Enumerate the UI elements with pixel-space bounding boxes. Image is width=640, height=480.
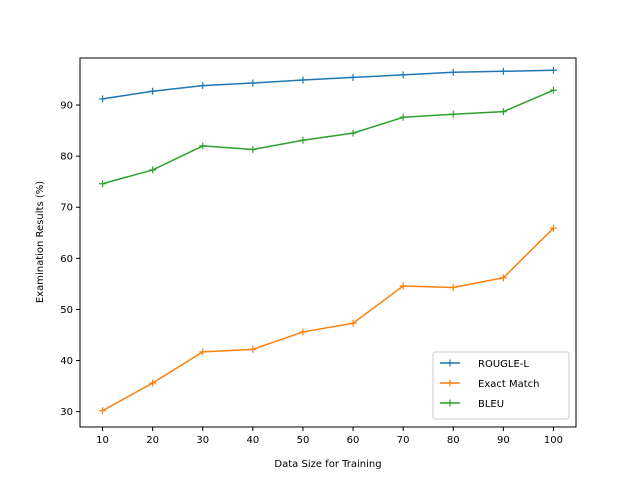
data-point-marker xyxy=(299,328,307,336)
data-point-marker xyxy=(349,73,357,81)
legend-entry: BLEU xyxy=(440,399,504,410)
x-tick-label: 50 xyxy=(297,435,310,446)
data-point-marker xyxy=(399,113,407,121)
series-line xyxy=(102,69,554,100)
x-tick-label: 60 xyxy=(347,435,360,446)
data-point-marker xyxy=(99,407,107,415)
data-point-marker xyxy=(299,76,307,84)
data-point-marker xyxy=(399,71,407,79)
x-axis-label: Data Size for Training xyxy=(274,459,381,470)
x-tick-label: 40 xyxy=(246,435,259,446)
series-exact-match xyxy=(99,224,557,415)
x-tick-label: 90 xyxy=(497,435,510,446)
series-line xyxy=(102,89,554,185)
y-tick-label: 40 xyxy=(60,356,73,367)
legend-marker xyxy=(446,399,454,407)
x-tick-label: 20 xyxy=(146,435,159,446)
data-point-marker xyxy=(299,136,307,144)
data-point-marker xyxy=(199,142,207,150)
data-point-marker xyxy=(249,345,257,353)
data-point-marker xyxy=(449,283,457,291)
data-point-marker xyxy=(149,87,157,95)
y-axis-ticks: 30 40 50 60 70 80 90 xyxy=(60,101,80,418)
data-point-marker xyxy=(549,86,557,94)
data-point-marker xyxy=(149,166,157,174)
series-bleu xyxy=(99,86,557,188)
x-tick-label: 80 xyxy=(447,435,460,446)
x-tick-label: 70 xyxy=(397,435,410,446)
legend-marker xyxy=(446,359,454,367)
legend-label: BLEU xyxy=(478,399,504,410)
data-point-marker xyxy=(249,79,257,87)
legend-label: Exact Match xyxy=(478,379,539,390)
data-point-marker xyxy=(349,129,357,137)
legend-entry: ROUGLE-L xyxy=(440,359,529,370)
plot-frame xyxy=(79,57,577,428)
legend-marker xyxy=(446,379,454,387)
legend: ROUGLE-L Exact Match BLEU xyxy=(432,351,570,420)
y-tick-label: 90 xyxy=(60,101,73,112)
x-tick-label: 30 xyxy=(196,435,209,446)
y-tick-label: 70 xyxy=(60,203,73,214)
y-tick-label: 60 xyxy=(60,254,73,265)
data-point-marker xyxy=(249,145,257,153)
y-tick-label: 80 xyxy=(60,152,73,163)
x-tick-label: 100 xyxy=(544,435,563,446)
data-point-marker xyxy=(549,66,557,74)
y-tick-label: 30 xyxy=(60,407,73,418)
x-tick-label: 10 xyxy=(96,435,109,446)
series-line xyxy=(102,227,554,412)
data-point-marker xyxy=(549,224,557,232)
data-point-marker xyxy=(499,108,507,116)
legend-label: ROUGLE-L xyxy=(478,359,529,370)
data-point-marker xyxy=(399,282,407,290)
x-axis-ticks: 10 20 30 40 50 60 70 80 90 100 xyxy=(96,427,563,446)
series-rougle-l xyxy=(99,66,557,103)
data-point-marker xyxy=(199,82,207,90)
data-point-marker xyxy=(99,95,107,103)
data-point-marker xyxy=(149,379,157,387)
data-point-marker xyxy=(99,180,107,188)
data-point-marker xyxy=(449,110,457,118)
data-point-marker xyxy=(449,68,457,76)
y-tick-label: 50 xyxy=(60,305,73,316)
data-point-marker xyxy=(349,319,357,327)
legend-box xyxy=(432,351,570,420)
legend-entry: Exact Match xyxy=(440,379,539,390)
data-point-marker xyxy=(499,67,507,75)
data-point-marker xyxy=(499,274,507,282)
data-point-marker xyxy=(199,348,207,356)
y-axis-label: Examination Results (%) xyxy=(35,181,46,303)
series-layer xyxy=(99,66,557,415)
